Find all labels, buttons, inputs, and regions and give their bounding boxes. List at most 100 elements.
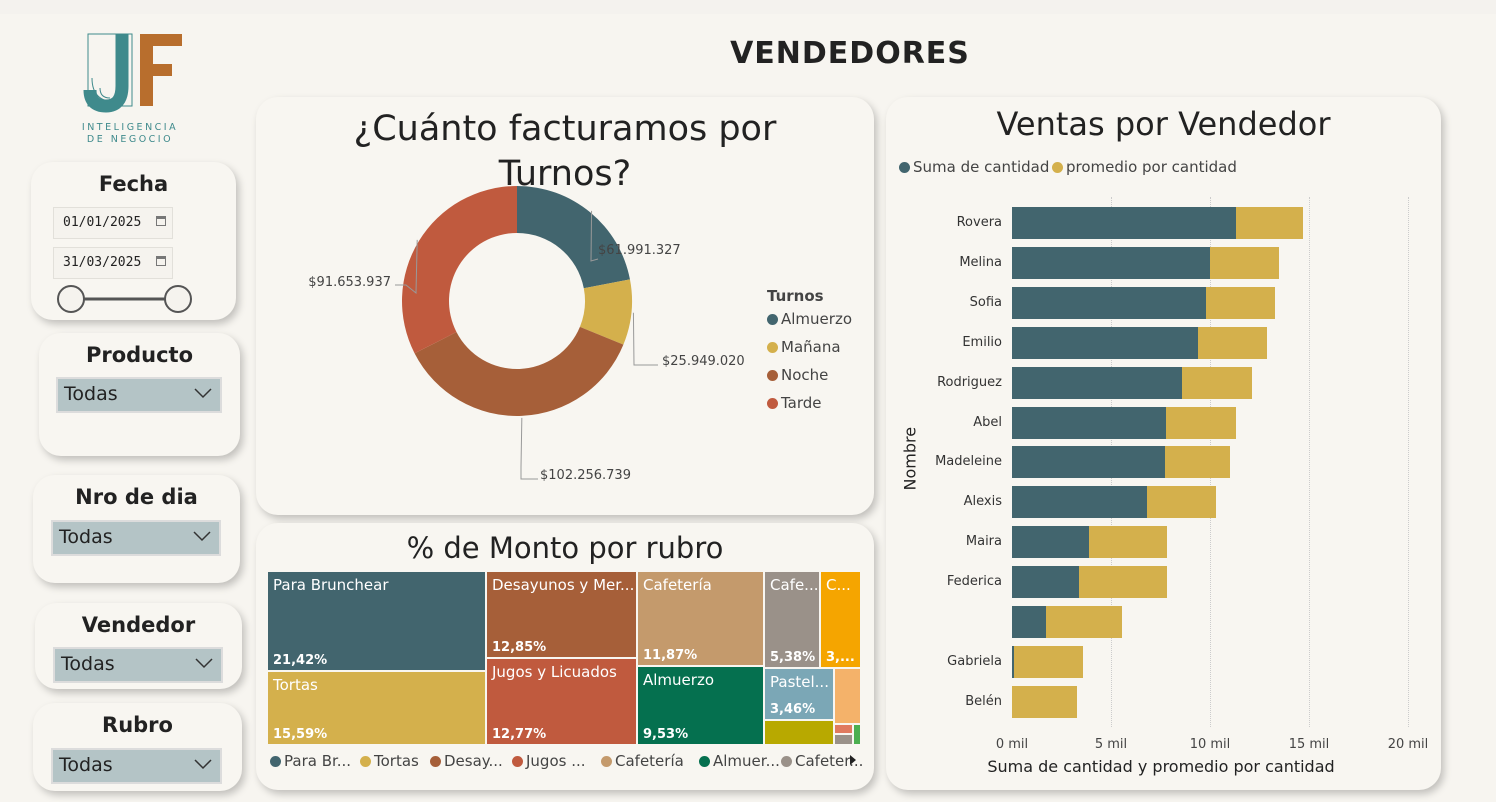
bar-promedio-cantidad[interactable] — [1206, 286, 1276, 319]
treemap-tile-pct: 5,38% — [770, 650, 816, 665]
legend-item-mañana[interactable]: Mañana — [767, 338, 841, 356]
calendar-icon[interactable] — [156, 256, 166, 266]
donut-slice-almuerzo[interactable] — [517, 186, 630, 289]
treemap-tile[interactable]: Para Brunchear 21,42% — [268, 572, 487, 672]
donut-slice-tarde[interactable] — [402, 186, 517, 354]
producto-dropdown[interactable]: Todas — [56, 377, 222, 413]
treemap-legend-item[interactable]: Cafeter... — [781, 752, 863, 770]
bar-promedio-cantidad[interactable] — [1182, 366, 1252, 399]
legend-next-arrow-icon[interactable] — [850, 755, 856, 765]
treemap-tile-small[interactable] — [835, 735, 854, 746]
legend-dot — [512, 756, 523, 767]
bar-promedio-cantidad[interactable] — [1235, 207, 1304, 239]
bar-suma-cantidad[interactable] — [1012, 606, 1046, 638]
treemap-tile[interactable]: Cafe... 5,38% — [765, 572, 821, 669]
nro-dia-dropdown[interactable]: Todas — [51, 520, 221, 556]
legend-dot — [767, 314, 778, 325]
bar-promedio-cantidad[interactable] — [1012, 685, 1078, 718]
rubro-dropdown[interactable]: Todas — [51, 748, 222, 784]
bar-suma-cantidad[interactable] — [1012, 486, 1147, 519]
bar-suma-cantidad[interactable] — [1012, 446, 1166, 479]
treemap-tile-pct: 11,87% — [643, 648, 698, 663]
treemap-tile-small[interactable] — [765, 721, 835, 746]
treemap-tile-label: C... — [826, 576, 851, 594]
donut-slice-mañana[interactable] — [579, 279, 632, 345]
y-tick-label: Melina — [959, 254, 1002, 270]
bar-promedio-cantidad[interactable] — [1146, 486, 1216, 519]
treemap-tile-pct: 15,59% — [273, 727, 328, 742]
chevron-down-icon[interactable] — [194, 757, 212, 771]
treemap-tile[interactable]: C... 3,... — [821, 572, 862, 669]
treemap-tile-small[interactable] — [835, 725, 854, 735]
chevron-down-icon[interactable] — [195, 656, 213, 670]
treemap-legend-item[interactable]: Desay... — [430, 752, 503, 770]
rubro-title: Rubro — [102, 713, 173, 737]
treemap-tile-small[interactable] — [854, 725, 862, 746]
bar-suma-cantidad[interactable] — [1012, 406, 1167, 439]
page-title: VENDEDORES — [730, 36, 970, 71]
legend-item-almuerzo[interactable]: Almuerzo — [767, 310, 852, 328]
legend-item-noche[interactable]: Noche — [767, 366, 828, 384]
bar-promedio-cantidad[interactable] — [1165, 446, 1230, 479]
bar-legend-item[interactable]: Suma de cantidad — [899, 158, 1049, 176]
treemap-tile[interactable]: Desayunos y Mer... 12,85% — [487, 572, 638, 659]
vendedor-dropdown[interactable]: Todas — [53, 647, 223, 683]
bar-promedio-cantidad[interactable] — [1210, 246, 1280, 279]
turnos-chart-title: ¿Cuánto facturamos por Turnos? — [353, 109, 777, 194]
nro-dia-slicer: Nro de dia Todas — [33, 475, 240, 583]
bar-suma-cantidad[interactable] — [1012, 207, 1236, 239]
rubro-chart-card: % de Monto por rubro Para Brunchear 21,42… — [256, 523, 874, 790]
treemap-tile-small[interactable] — [835, 669, 862, 725]
treemap-legend-item[interactable]: Almuer... — [699, 752, 780, 770]
vendedor-chart-card: Ventas por Vendedor Suma de cantidad prom… — [886, 97, 1441, 790]
x-tick-label: 15 mil — [1288, 737, 1330, 752]
legend-item-tarde[interactable]: Tarde — [767, 394, 822, 412]
rubro-treemap: Para Brunchear 21,42% Tortas 15,59% Desayuno… — [268, 572, 862, 746]
treemap-legend-item[interactable]: Jugos ... — [512, 752, 586, 770]
treemap-tile[interactable]: Almuerzo 9,53% — [638, 667, 765, 746]
bar-promedio-cantidad[interactable] — [1198, 326, 1268, 359]
bar-suma-cantidad[interactable] — [1012, 645, 1014, 678]
y-tick-label: Abel — [973, 414, 1002, 430]
chevron-down-icon[interactable] — [193, 529, 211, 543]
bar-suma-cantidad[interactable] — [1012, 366, 1183, 399]
legend-dot — [767, 342, 778, 353]
chevron-down-icon[interactable] — [194, 386, 212, 400]
donut-value-label: $102.256.739 — [540, 468, 631, 483]
legend-dot — [430, 756, 441, 767]
bar-suma-cantidad[interactable] — [1012, 286, 1207, 319]
treemap-tile[interactable]: Cafetería 11,87% — [638, 572, 765, 667]
bar-legend-item[interactable]: promedio por cantidad — [1052, 158, 1237, 176]
y-tick-label: Alexis — [963, 494, 1002, 510]
treemap-legend-item[interactable]: Para Br... — [270, 752, 351, 770]
treemap-legend-item[interactable]: Cafetería — [601, 752, 684, 770]
logo-subtitle: INTELIGENCIA DE NEGOCIO — [81, 122, 179, 145]
bar-promedio-cantidad[interactable] — [1089, 526, 1168, 559]
legend-label: promedio por cantidad — [1066, 158, 1237, 176]
date-to-input[interactable]: 31/03/2025 — [53, 247, 173, 279]
bar-suma-cantidad[interactable] — [1012, 526, 1090, 559]
calendar-icon[interactable] — [156, 216, 166, 226]
bar-promedio-cantidad[interactable] — [1045, 606, 1122, 638]
treemap-tile-label: Jugos y Licuados — [492, 663, 617, 681]
leader-line — [632, 312, 658, 366]
date-range-slider[interactable] — [53, 282, 213, 318]
treemap-legend-item[interactable]: Tortas — [360, 752, 419, 770]
treemap-tile[interactable]: Pastel... 3,46% — [765, 669, 835, 721]
bar-suma-cantidad[interactable] — [1012, 326, 1199, 359]
legend-dot — [601, 756, 612, 767]
donut-value-label: $91.653.937 — [308, 275, 391, 290]
bar-promedio-cantidad[interactable] — [1079, 566, 1168, 599]
y-tick-label: Sofia — [969, 294, 1002, 310]
treemap-tile[interactable]: Tortas 15,59% — [268, 672, 487, 746]
date-from-input[interactable]: 01/01/2025 — [53, 207, 173, 239]
bar-promedio-cantidad[interactable] — [1166, 406, 1236, 439]
bar-suma-cantidad[interactable] — [1012, 246, 1210, 279]
treemap-tile-pct: 12,85% — [492, 640, 547, 655]
bar-promedio-cantidad[interactable] — [1013, 645, 1084, 678]
donut-slice-noche[interactable] — [414, 326, 624, 416]
rubro-slicer: Rubro Todas — [33, 703, 242, 791]
bar-suma-cantidad[interactable] — [1012, 566, 1080, 599]
legend-label: Jugos ... — [526, 752, 586, 770]
treemap-tile[interactable]: Jugos y Licuados 12,77% — [487, 659, 638, 746]
